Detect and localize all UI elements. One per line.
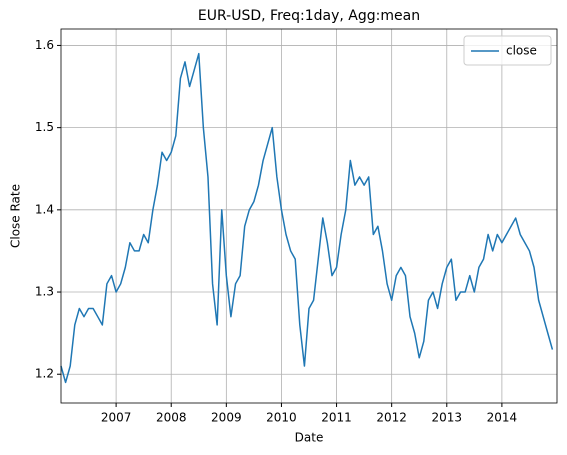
y-tick-label: 1.3 (35, 285, 54, 299)
x-axis-label: Date (295, 431, 324, 445)
y-tick-label: 1.6 (35, 38, 54, 52)
y-tick-label: 1.5 (35, 120, 54, 134)
line (60, 52, 554, 384)
x-tick-label: 2014 (487, 411, 518, 425)
y-tick-label: 1.4 (35, 202, 54, 216)
plot-frame (60, 28, 558, 404)
x-tick-label: 2012 (376, 411, 407, 425)
chart-title: EUR-USD, Freq:1day, Agg:mean (198, 8, 420, 24)
legend-box (463, 35, 552, 66)
x-tick-label: 2008 (156, 411, 187, 425)
y-tick-label: 1.2 (35, 367, 54, 381)
x-tick-label: 2009 (211, 411, 242, 425)
y-axis-label: Close Rate (9, 184, 23, 248)
x-tick-label: 2010 (266, 411, 297, 425)
legend-label: close (506, 44, 537, 58)
x-tick-label: 2007 (101, 411, 132, 425)
x-tick-label: 2011 (321, 411, 352, 425)
x-tick-label: 2013 (432, 411, 463, 425)
